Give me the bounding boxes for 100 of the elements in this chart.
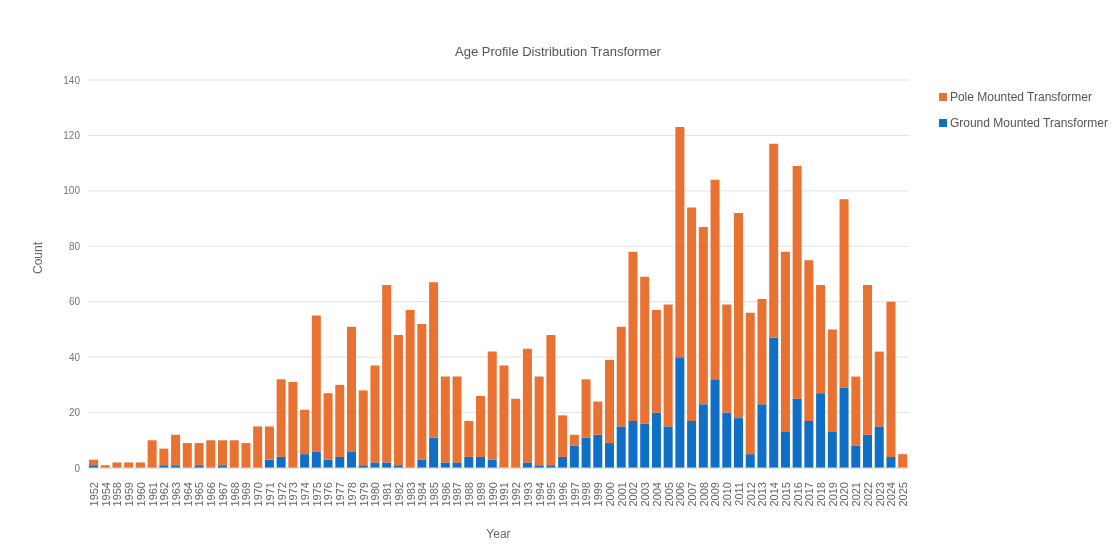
- bar: [358, 390, 368, 466]
- x-tick-label: 1965: [193, 482, 206, 507]
- x-tick-label: 2005: [662, 482, 675, 507]
- bar: [429, 282, 439, 438]
- bar: [628, 251, 638, 421]
- bar: [792, 165, 802, 399]
- bar: [487, 351, 497, 460]
- x-tick-label: 2016: [791, 482, 804, 507]
- x-tick-label: 1968: [228, 482, 241, 507]
- bar: [675, 127, 685, 358]
- bar: [370, 462, 380, 468]
- x-tick-label: 1980: [369, 482, 382, 507]
- legend-label: Pole Mounted Transformer: [949, 90, 1092, 104]
- x-tick-label: 1996: [556, 482, 569, 507]
- x-tick-label: 2014: [768, 482, 781, 507]
- x-tick-label: 2001: [615, 482, 628, 507]
- bar: [863, 434, 873, 468]
- x-tick-label: 1991: [498, 482, 511, 507]
- bar: [218, 440, 227, 466]
- x-tick-label: 1989: [474, 482, 487, 507]
- bar: [745, 312, 755, 455]
- y-tick-label: 60: [68, 296, 81, 308]
- bar: [757, 404, 767, 468]
- bar: [335, 456, 345, 468]
- bar: [710, 179, 720, 380]
- bar: [863, 285, 873, 435]
- bar: [300, 454, 310, 468]
- x-tick-label: 1973: [287, 482, 300, 507]
- y-tick-label: 140: [63, 74, 81, 86]
- bar: [522, 348, 532, 463]
- bar: [734, 418, 744, 468]
- bar: [511, 398, 521, 468]
- bar: [323, 393, 333, 460]
- bar: [135, 462, 145, 468]
- bar: [569, 434, 579, 446]
- bar: [698, 404, 708, 468]
- x-tick-label: 1963: [169, 482, 182, 507]
- x-tick-label: 1974: [298, 482, 311, 507]
- x-tick-label: 1998: [580, 482, 593, 507]
- bar: [241, 443, 251, 468]
- bar: [722, 304, 732, 413]
- bar: [558, 456, 568, 468]
- bar: [229, 440, 239, 468]
- x-tick-label: 1960: [134, 482, 147, 507]
- bar: [769, 337, 779, 468]
- bar: [405, 310, 415, 468]
- bar: [440, 376, 450, 463]
- x-tick-label: 1961: [146, 482, 159, 507]
- x-tick-label: 2003: [639, 482, 652, 507]
- bar: [687, 420, 697, 468]
- bar: [605, 443, 615, 468]
- x-tick-label: 1984: [416, 482, 429, 507]
- x-tick-label: 2004: [650, 482, 663, 507]
- x-tick-label: 2013: [756, 482, 769, 507]
- bar: [452, 376, 462, 463]
- bar: [780, 251, 790, 432]
- bar: [651, 310, 661, 413]
- x-tick-label: 2000: [603, 482, 616, 507]
- y-axis-title: Count: [31, 241, 46, 274]
- y-tick-label: 20: [68, 407, 81, 419]
- legend-label: Ground Mounted Transformer: [949, 116, 1108, 130]
- bar: [476, 456, 486, 468]
- bar: [593, 401, 603, 435]
- x-tick-label: 1997: [568, 482, 581, 507]
- bar: [112, 462, 122, 468]
- x-tick-label: 1970: [252, 482, 265, 507]
- bar: [311, 315, 321, 452]
- bar: [581, 379, 591, 438]
- bar: [839, 387, 849, 468]
- x-tick-label: 1985: [427, 482, 440, 507]
- bar: [171, 434, 181, 466]
- bar: [569, 445, 579, 468]
- x-tick-label: 2019: [826, 482, 839, 507]
- bar: [804, 420, 814, 468]
- bar: [605, 359, 615, 444]
- chart-title: Age Profile Distribution Transformer: [454, 44, 662, 59]
- x-tick-label: 2023: [873, 482, 886, 507]
- bar: [616, 426, 626, 468]
- x-tick-label: 1966: [205, 482, 218, 507]
- x-tick-label: 1994: [533, 482, 546, 507]
- y-tick-label: 80: [68, 240, 81, 252]
- bar: [522, 462, 532, 468]
- x-tick-label: 1995: [545, 482, 558, 507]
- x-tick-label: 1954: [99, 482, 112, 507]
- x-axis-title: Year: [486, 527, 511, 541]
- x-tick-label: 1959: [123, 482, 136, 507]
- bar: [300, 409, 310, 455]
- x-tick-label: 1977: [334, 482, 347, 507]
- x-tick-label: 2020: [838, 482, 851, 507]
- bar: [886, 456, 896, 468]
- bar: [452, 462, 462, 468]
- x-tick-label: 2021: [850, 482, 863, 507]
- bar: [827, 431, 837, 468]
- x-tick-label: 1952: [87, 482, 100, 507]
- x-tick-label: 1990: [486, 482, 499, 507]
- bar: [147, 440, 157, 468]
- bar: [827, 329, 837, 432]
- bar: [581, 437, 591, 468]
- bar: [194, 443, 204, 466]
- bar: [347, 326, 356, 452]
